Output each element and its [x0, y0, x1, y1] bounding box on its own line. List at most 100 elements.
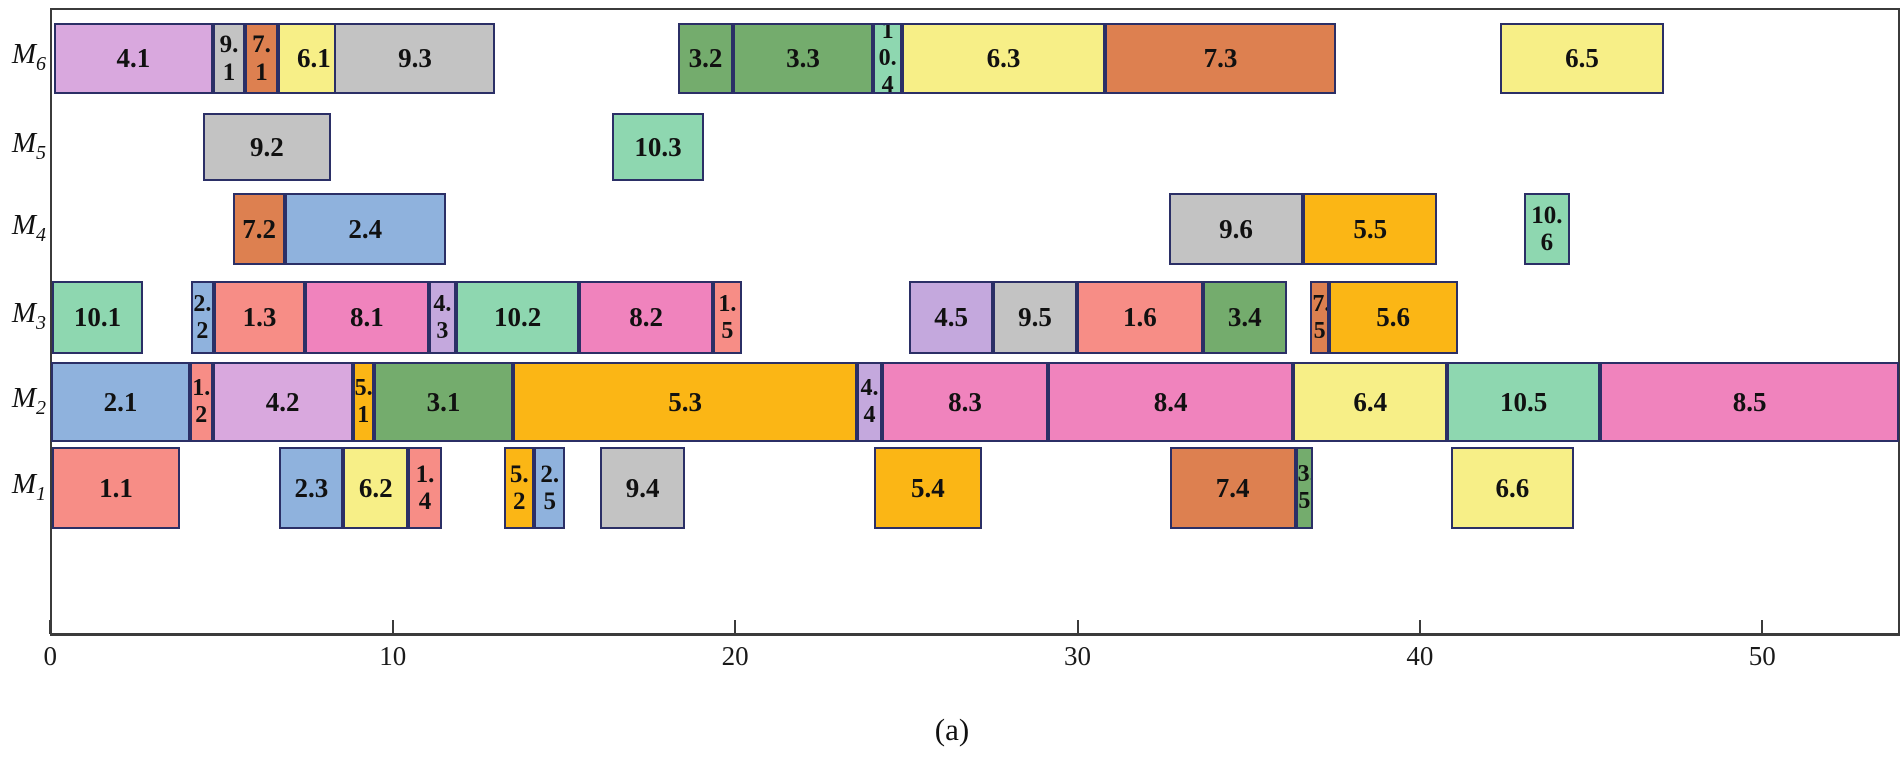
gantt-bar-M3-5-6: 5.6 [1328, 281, 1458, 354]
gantt-bar-label: 1.5 [718, 290, 737, 344]
machine-label-M4: M4 [11, 209, 46, 246]
x-tick-label-20: 20 [721, 641, 749, 671]
gantt-bar-M3-1-3: 1.3 [213, 281, 306, 354]
gantt-bar-label: 9.2 [249, 131, 284, 162]
gantt-bar-label: 1.4 [415, 460, 435, 516]
machine-label-M3: M3 [11, 297, 46, 334]
gantt-bar-M5-10-3: 10.3 [611, 113, 705, 181]
gantt-bar-label: 9.4 [625, 472, 660, 503]
gantt-bar-label: 6.3 [986, 43, 1021, 73]
gantt-bar-label: 5.3 [668, 386, 702, 417]
gantt-bar-M1-3-5: 3.5 [1295, 447, 1314, 529]
gantt-bar-M3-3-4: 3.4 [1202, 281, 1287, 354]
gantt-bar-label: 1.6 [1122, 302, 1157, 332]
gantt-bar-M2-2-1: 2.1 [50, 362, 190, 442]
gantt-bar-label: 10.1 [73, 302, 122, 332]
gantt-bar-M3-1-6: 1.6 [1076, 281, 1203, 354]
gantt-bar-M4-7-2: 7.2 [233, 193, 285, 265]
gantt-bar-M3-7-5: 7.5 [1310, 281, 1329, 354]
gantt-bar-M2-8-4: 8.4 [1048, 362, 1294, 442]
gantt-bar-label: 3.5 [1297, 461, 1311, 514]
gantt-bar-M6-4-1: 4.1 [53, 23, 213, 94]
gantt-bar-label: 8.5 [1732, 386, 1767, 417]
x-tick-label-50: 50 [1748, 641, 1776, 671]
x-tick-label-30: 30 [1064, 641, 1091, 671]
gantt-bar-label: 10.4 [878, 23, 897, 94]
gantt-bar-M3-9-5: 9.5 [993, 281, 1077, 354]
gantt-bar-M1-6-2: 6.2 [343, 447, 409, 529]
x-tick-50 [1761, 620, 1764, 634]
gantt-bar-label: 4.3 [433, 290, 452, 344]
machine-label-M2: M2 [11, 382, 46, 419]
x-tick-0 [49, 620, 52, 634]
gantt-bar-M1-9-4: 9.4 [599, 447, 686, 529]
gantt-bar-label: 8.2 [629, 302, 663, 332]
x-tick-label-10: 10 [379, 641, 407, 671]
gantt-bar-label: 6.4 [1353, 386, 1388, 417]
machine-label-M5: M5 [11, 127, 46, 164]
gantt-bar-label: 7.1 [252, 31, 271, 86]
gantt-bar-label: 2.2 [193, 290, 212, 344]
gantt-bar-M6-7-3: 7.3 [1104, 23, 1336, 94]
x-tick-label-40: 40 [1406, 641, 1434, 671]
gantt-bar-M1-1-1: 1.1 [51, 447, 181, 529]
gantt-bar-M5-9-2: 9.2 [202, 113, 332, 181]
gantt-bar-label: 9.5 [1018, 302, 1052, 332]
gantt-bar-label: 6.1 [297, 43, 331, 73]
gantt-bar-M3-8-1: 8.1 [305, 281, 429, 354]
gantt-bar-label: 5.4 [910, 472, 945, 503]
gantt-bar-label: 8.1 [349, 302, 384, 332]
gantt-bar-label: 1.3 [242, 302, 277, 332]
gantt-bar-label: 3.3 [786, 43, 820, 73]
gantt-bar-M4-9-6: 9.6 [1168, 193, 1304, 265]
gantt-bar-label: 7.5 [1312, 290, 1329, 344]
gantt-bar-label: 10.2 [494, 302, 542, 332]
gantt-bar-label: 8.4 [1153, 386, 1188, 417]
x-tick-20 [734, 620, 737, 634]
gantt-bar-label: 7.4 [1215, 472, 1250, 503]
x-tick-30 [1076, 620, 1079, 634]
gantt-bar-M6-7-1: 7.1 [245, 23, 278, 94]
x-tick-label-0: 0 [43, 641, 58, 671]
gantt-bar-M1-6-6: 6.6 [1450, 447, 1574, 529]
gantt-bar-label: 3.4 [1227, 302, 1262, 332]
gantt-bar-label: 4.1 [116, 43, 151, 73]
machine-label-M1: M1 [11, 468, 46, 505]
gantt-bar-M1-5-2: 5.2 [503, 447, 535, 529]
gantt-bar-label: 2.4 [348, 213, 383, 244]
gantt-bar-label: 6.2 [358, 472, 393, 503]
gantt-bar-label: 3.2 [688, 43, 723, 73]
gantt-bar-label: 1.2 [192, 375, 211, 428]
gantt-bar-M6-3-2: 3.2 [677, 23, 734, 94]
gantt-bar-label: 1.1 [99, 472, 133, 503]
gantt-bar-label: 3.1 [426, 386, 461, 417]
gantt-bar-M3-1-5: 1.5 [712, 281, 742, 354]
gantt-bar-M2-6-4: 6.4 [1293, 362, 1448, 442]
gantt-bar-label: 5.6 [1376, 302, 1411, 332]
gantt-bar-label: 9.1 [219, 31, 239, 86]
gantt-bar-M3-4-3: 4.3 [428, 281, 457, 354]
gantt-bar-M2-8-3: 8.3 [881, 362, 1049, 442]
gantt-bar-M2-3-1: 3.1 [373, 362, 514, 442]
gantt-bar-M1-7-4: 7.4 [1169, 447, 1296, 529]
gantt-bar-label: 4.5 [934, 302, 969, 332]
gantt-bar-label: 7.3 [1203, 43, 1238, 73]
gantt-bar-M2-4-4: 4.4 [856, 362, 882, 442]
gantt-bar-M6-6-5: 6.5 [1500, 23, 1664, 94]
gantt-bar-M6-10-4: 10.4 [873, 23, 903, 94]
gantt-bar-label: 7.2 [242, 213, 277, 244]
x-axis-line [50, 633, 1900, 636]
gantt-bar-M3-2-2: 2.2 [190, 281, 214, 354]
gantt-bar-M2-8-5: 8.5 [1600, 362, 1900, 442]
gantt-bar-label: 2.3 [294, 472, 329, 503]
gantt-bar-label: 2.5 [540, 460, 560, 516]
gantt-bar-M3-8-2: 8.2 [579, 281, 713, 354]
gantt-bar-label: 5.1 [354, 375, 373, 428]
gantt-bar-M1-5-4: 5.4 [873, 447, 982, 529]
gantt-bar-M1-1-4: 1.4 [408, 447, 442, 529]
gantt-bar-label: 10.6 [1531, 201, 1563, 257]
x-tick-40 [1418, 620, 1421, 634]
gantt-bar-label: 4.2 [265, 386, 300, 417]
x-tick-10 [391, 620, 394, 634]
